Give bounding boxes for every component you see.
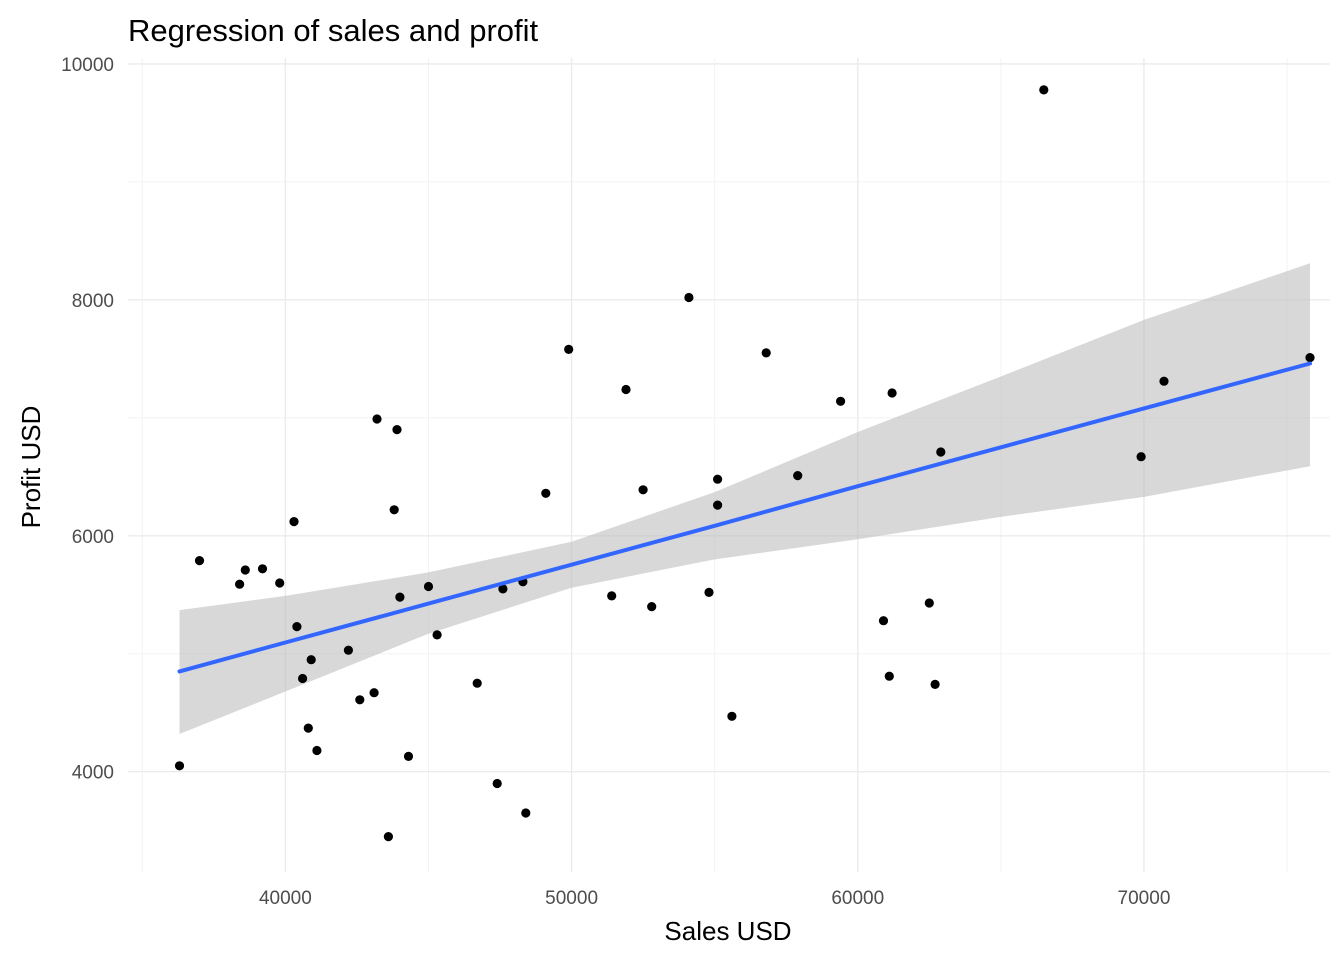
chart-title: Regression of sales and profit [128, 13, 539, 48]
data-point [761, 348, 771, 358]
y-tick-label: 6000 [72, 527, 114, 548]
data-point [713, 474, 723, 484]
data-point [423, 581, 434, 592]
data-point [312, 745, 322, 756]
data-point [240, 565, 250, 575]
data-point [887, 388, 897, 398]
y-axis-title: Profit USD [16, 406, 46, 529]
data-point [403, 751, 414, 762]
data-point [1305, 353, 1315, 363]
data-point [257, 564, 268, 574]
x-tick-label: 50000 [545, 888, 598, 909]
data-point [369, 688, 379, 698]
data-point [289, 517, 299, 527]
data-point [235, 579, 245, 589]
data-point [174, 761, 185, 771]
data-point [432, 630, 442, 640]
data-point [298, 673, 308, 684]
data-point [924, 598, 934, 608]
data-point [607, 591, 617, 601]
regression-line [177, 361, 1312, 674]
data-point [1136, 452, 1146, 462]
y-tick-label: 8000 [72, 291, 114, 312]
data-point [884, 671, 894, 681]
y-tick-label: 4000 [72, 763, 114, 784]
data-point [292, 622, 302, 632]
data-point [621, 384, 631, 395]
data-point [704, 587, 714, 598]
x-tick-label: 40000 [259, 888, 312, 909]
data-point [306, 655, 316, 665]
data-point [472, 678, 482, 688]
data-point [930, 679, 940, 690]
data-point [498, 584, 508, 594]
data-point [303, 723, 313, 733]
regression-fit-line [177, 361, 1312, 674]
data-point [492, 778, 502, 789]
data-point [713, 500, 723, 510]
data-point [355, 695, 365, 705]
data-point [727, 711, 737, 721]
confidence-band [179, 263, 1310, 734]
data-point [936, 447, 946, 457]
data-points [174, 85, 1315, 842]
data-point [343, 645, 353, 655]
y-axis-ticks: 4000 6000 8000 10000 [61, 55, 114, 784]
data-point [383, 832, 393, 842]
x-tick-label: 60000 [831, 888, 884, 909]
data-point [1159, 376, 1169, 386]
x-axis-title: Sales USD [664, 916, 791, 946]
data-point [194, 556, 205, 566]
confidence-band-area [179, 263, 1310, 734]
data-point [564, 344, 574, 354]
data-point [521, 808, 531, 818]
data-point [638, 485, 648, 495]
x-tick-label: 70000 [1118, 888, 1171, 909]
data-point [647, 602, 657, 612]
data-point [389, 505, 399, 515]
data-point [275, 578, 285, 588]
y-tick-label: 10000 [61, 55, 114, 76]
data-point [372, 414, 382, 424]
data-point [395, 592, 405, 602]
data-point [878, 616, 889, 626]
data-point [684, 292, 694, 303]
x-axis-ticks: 40000 50000 60000 70000 [259, 888, 1170, 909]
data-point [836, 396, 846, 406]
data-point [1039, 85, 1049, 95]
data-point [392, 425, 402, 435]
data-point [793, 471, 803, 481]
data-point [541, 488, 551, 498]
